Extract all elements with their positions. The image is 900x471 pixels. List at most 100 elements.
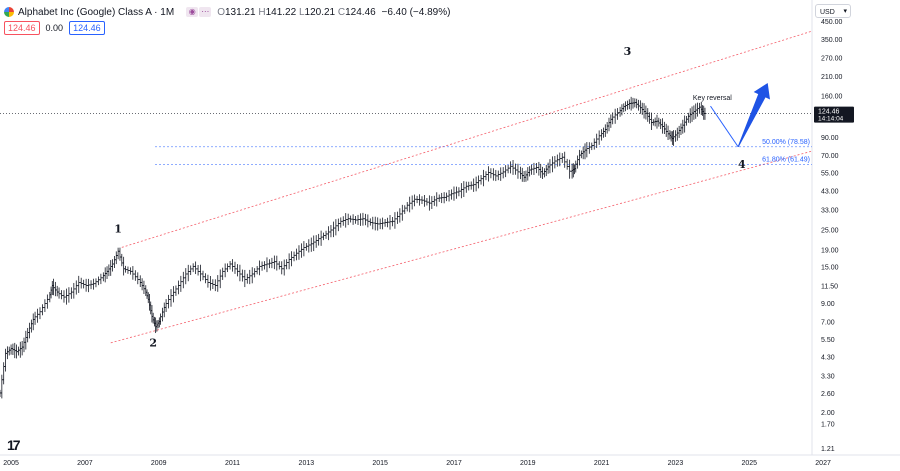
y-tick-label: 11.50 [821, 284, 838, 291]
ohlc-bar [275, 255, 279, 271]
ohlc-bar [94, 278, 98, 288]
fib-level-label: 61.80% (61.49) [762, 156, 810, 163]
ohlc-bar [169, 289, 173, 307]
ohlc-bar [553, 155, 557, 169]
ohlc-bar [524, 170, 528, 182]
ohlc-bar [579, 150, 583, 159]
ohlc-bar [5, 346, 9, 360]
ohlc-bar [681, 119, 685, 134]
ohlc-bar [542, 168, 546, 178]
more-icon[interactable]: ⋯ [199, 7, 212, 17]
ohlc-bar [622, 103, 626, 113]
ohlc-bar [0, 374, 4, 399]
ohlc-bar [199, 264, 203, 282]
ohlc-bar [112, 256, 116, 268]
ohlc-bar [600, 129, 604, 141]
ohlc-bar [649, 112, 653, 131]
ohlc-bar [395, 211, 399, 224]
ohlc-bar [592, 138, 596, 150]
ohlc-bar [544, 164, 548, 177]
wave-label: 4 [738, 158, 746, 171]
ohlc-bar [233, 261, 237, 274]
high-value: 141.22 [265, 6, 297, 18]
ohlc-bar [489, 168, 493, 179]
ohlc-bar [666, 125, 670, 141]
ohlc-bar [697, 102, 701, 114]
ohlc-bar [603, 124, 607, 137]
ohlc-bar [403, 205, 407, 214]
ohlc-bar [675, 127, 679, 141]
y-tick-label: 90.00 [821, 135, 839, 142]
ohlc-bar [694, 103, 698, 119]
ohlc-bar [686, 112, 690, 123]
ohlc-bar [560, 153, 564, 163]
trade-row: 124.46 0.00 124.46 [4, 21, 105, 35]
x-tick-label: 2019 [520, 460, 536, 467]
ohlc-bar [657, 117, 661, 127]
ohlc-bar [263, 261, 267, 270]
ohlc-bar [696, 102, 700, 117]
ohlc-bar [235, 264, 239, 277]
y-tick-label: 55.00 [821, 171, 839, 178]
sell-button[interactable]: 124.46 [4, 21, 40, 35]
ohlc-bar [585, 142, 589, 158]
ohlc-bar [408, 196, 412, 213]
ohlc-bar [24, 330, 28, 350]
ohlc-bar [265, 257, 269, 273]
ohlc-bar [43, 299, 47, 313]
ohlc-bar [539, 163, 543, 178]
ohlc-bar [484, 171, 488, 181]
y-tick-label: 5.50 [821, 337, 835, 344]
ohlc-bar [528, 166, 532, 177]
ohlc-bar [31, 313, 35, 331]
ohlc-bar [4, 348, 8, 372]
x-tick-label: 2009 [151, 460, 167, 467]
ohlc-bar [302, 241, 306, 257]
ohlc-bar [537, 161, 541, 176]
ohlc-bar [358, 213, 362, 226]
ohlc-bar [203, 273, 207, 284]
ohlc-bar [457, 187, 461, 197]
ohlc-bar [304, 243, 308, 251]
buy-button[interactable]: 124.46 [69, 21, 105, 35]
currency-select[interactable]: USD ▾ [815, 4, 851, 18]
ohlc-bar [189, 265, 193, 276]
ohlc-bar [231, 259, 235, 272]
ohlc-bar [452, 186, 456, 201]
ohlc-bar [105, 266, 109, 279]
ohlc-bar [346, 213, 350, 226]
ohlc-bar [616, 108, 620, 120]
ohlc-bar [368, 218, 372, 226]
ohlc-bar [96, 276, 100, 286]
ohlc-bar [287, 253, 291, 270]
ohlc-bar [625, 100, 629, 110]
eye-icon[interactable]: ◉ [186, 7, 199, 17]
ohlc-bar [334, 219, 338, 236]
y-tick-label: 43.00 [821, 188, 839, 195]
ohlc-bar [393, 212, 397, 229]
ohlc-bar [324, 230, 328, 239]
ohlc-bar [206, 274, 210, 288]
ohlc-bar [607, 117, 611, 132]
ohlc-bar [511, 160, 515, 175]
ohlc-bar [513, 163, 517, 175]
y-tick-label: 4.30 [821, 355, 835, 362]
ohlc-bar [690, 106, 694, 122]
open-value: 131.21 [224, 6, 256, 18]
ohlc-bar [272, 255, 276, 270]
symbol-title[interactable]: Alphabet Inc (Google) Class A · 1M [18, 6, 175, 18]
ohlc-bar [29, 319, 33, 333]
ohlc-bar [131, 266, 135, 280]
ohlc-bar [642, 103, 646, 119]
ohlc-bar [499, 167, 503, 181]
x-tick-label: 2013 [299, 460, 315, 467]
ohlc-bar [133, 270, 137, 281]
ohlc-bar [366, 214, 370, 228]
y-tick-label: 9.00 [821, 301, 835, 308]
ohlc-bar [344, 213, 348, 228]
ohlc-bar [504, 165, 508, 178]
ohlc-bar [336, 218, 340, 232]
ohlc-bar [253, 268, 257, 278]
ohlc-bar [381, 217, 385, 230]
